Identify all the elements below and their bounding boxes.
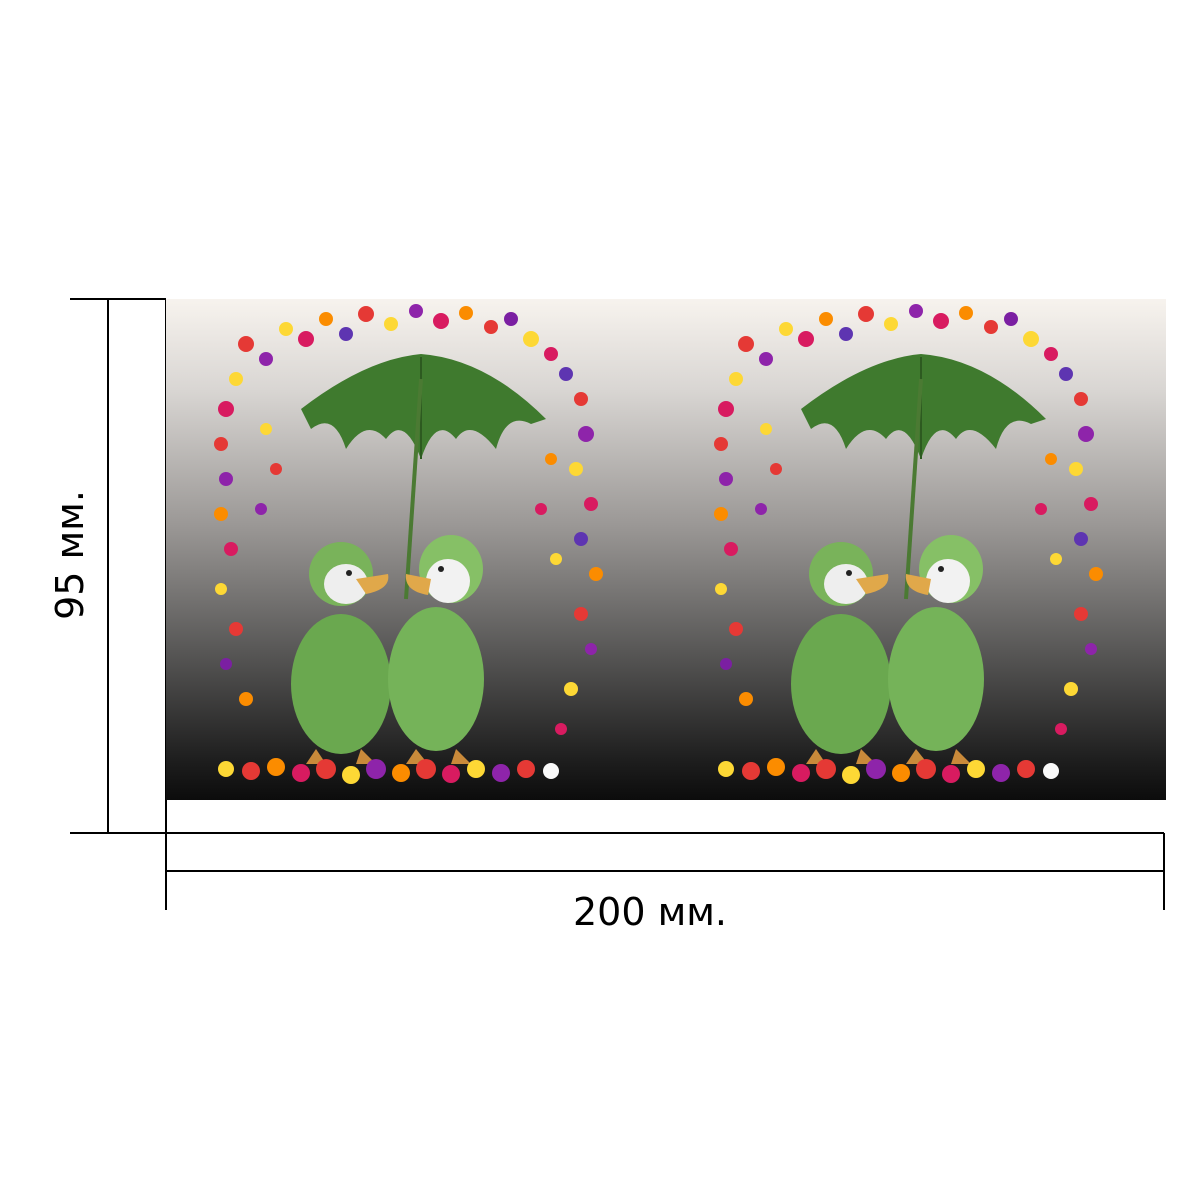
height-label: 95 мм. — [48, 490, 92, 620]
artwork-svg — [212, 302, 1105, 786]
artwork-panel-right — [712, 302, 1105, 786]
width-label: 200 мм. — [572, 890, 728, 934]
artwork-panel-left — [212, 302, 605, 786]
mug-print-artwork — [166, 299, 1166, 800]
